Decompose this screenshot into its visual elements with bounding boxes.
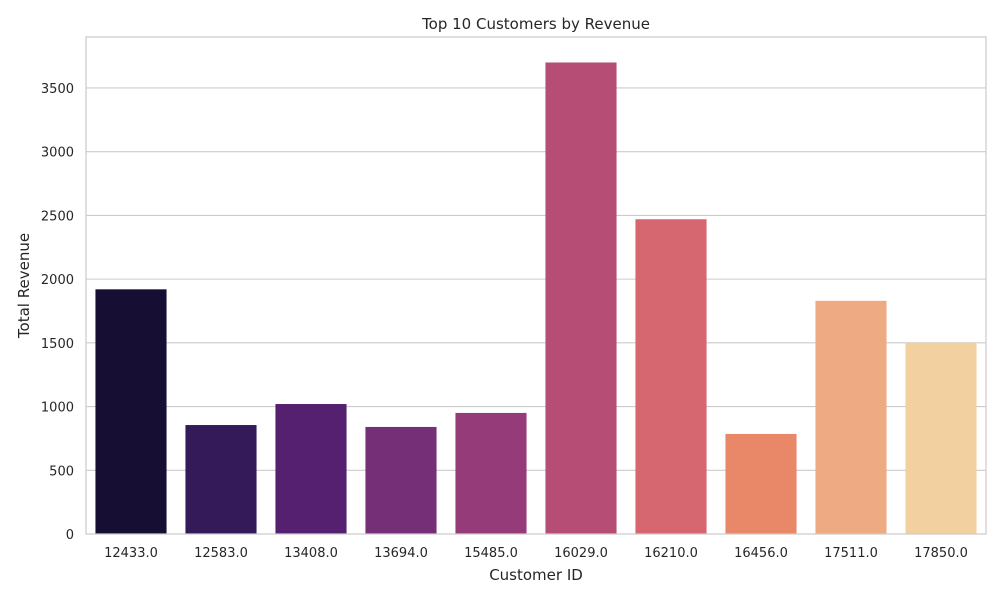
x-tick-label: 15485.0 [464,546,518,561]
bar-16029.0 [545,62,617,534]
bar-16210.0 [635,219,707,534]
bar-12433.0 [95,289,167,534]
y-tick-label: 500 [49,464,74,479]
bar-15485.0 [455,412,527,534]
y-tick-label: 0 [66,528,74,543]
y-tick-label: 1000 [41,401,74,416]
y-tick-label: 3000 [41,146,74,161]
y-tick-label: 2000 [41,273,74,288]
bar-13408.0 [275,404,347,534]
x-tick-label: 17511.0 [824,546,878,561]
x-tick-label: 16210.0 [644,546,698,561]
x-axis-label: Customer ID [489,566,583,584]
bar-17850.0 [905,342,977,534]
x-tick-label: 17850.0 [914,546,968,561]
y-axis-label: Total Revenue [15,233,33,339]
bar-12583.0 [185,425,257,534]
y-tick-label: 1500 [41,337,74,352]
bar-16456.0 [725,433,797,534]
y-tick-labels: 0 500 1000 1500 2000 2500 3000 3500 [41,82,74,543]
x-tick-labels: 12433.0 12583.0 13408.0 13694.0 15485.0 16029… [104,546,968,561]
y-tick-label: 2500 [41,209,74,224]
x-tick-label: 12433.0 [104,546,158,561]
chart-title: Top 10 Customers by Revenue [421,15,650,33]
x-tick-label: 13408.0 [284,546,338,561]
x-tick-label: 16456.0 [734,546,788,561]
bar-17511.0 [815,300,887,534]
plot-frame [85,36,987,535]
y-tick-label: 3500 [41,82,74,97]
x-tick-label: 13694.0 [374,546,428,561]
x-tick-label: 12583.0 [194,546,248,561]
bar-13694.0 [365,426,437,534]
bars [95,62,977,534]
x-tick-label: 16029.0 [554,546,608,561]
